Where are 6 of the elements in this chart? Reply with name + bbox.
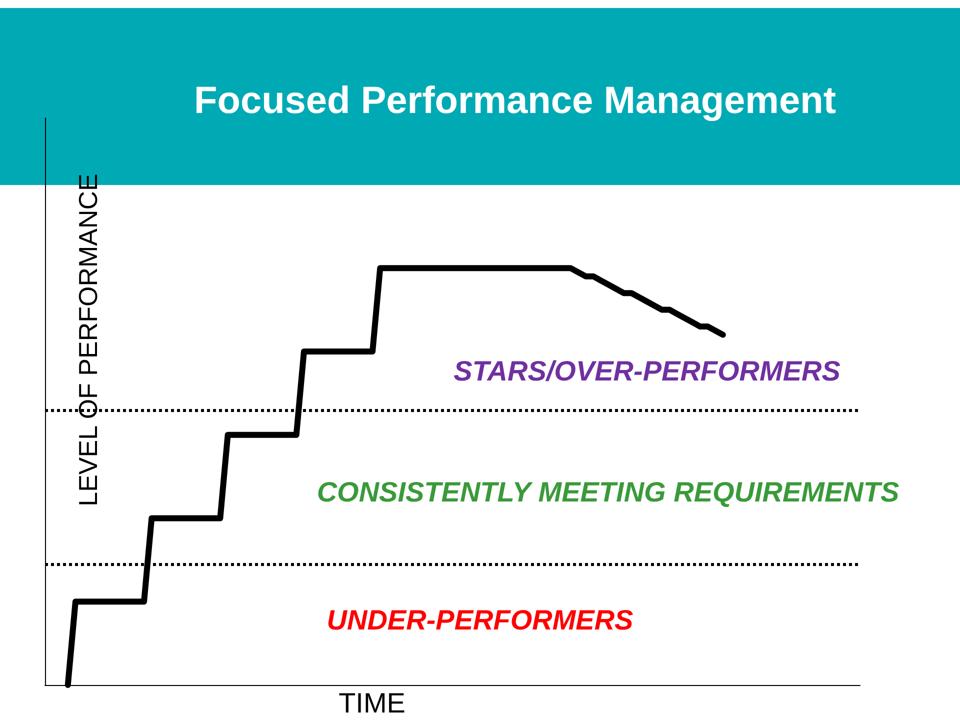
annotation: CONSISTENTLY MEETING REQUIREMENTS (316, 476, 900, 508)
chart-title: Focused Performance Management (194, 80, 836, 122)
x-axis-title: TIME (338, 688, 406, 718)
annotation: UNDER-PERFORMERS (326, 604, 634, 636)
annotation: STARS/OVER-PERFORMERS (454, 356, 841, 386)
y-axis-title: LEVEL OF PERFORMANCE (73, 174, 103, 506)
